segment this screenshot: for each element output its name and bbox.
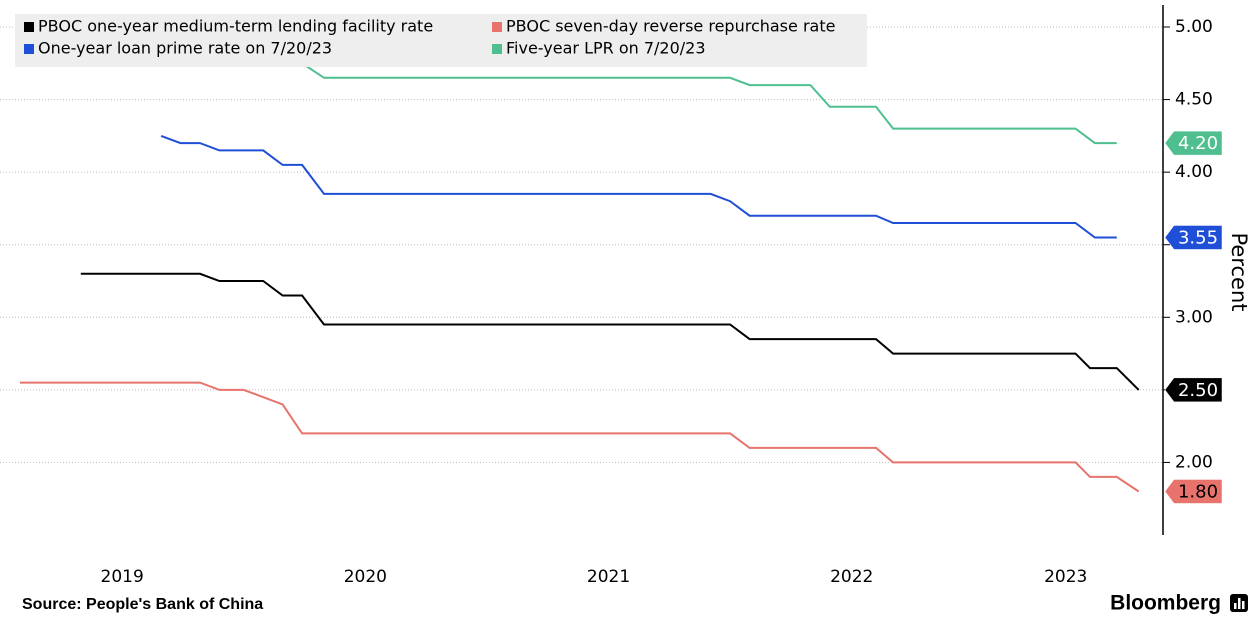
y-tick-label: 5.00	[1175, 17, 1213, 37]
end-label-box	[1164, 377, 1223, 403]
end-label: 4.20	[1178, 133, 1218, 154]
legend-swatch	[492, 44, 502, 54]
x-tick-label: 2023	[1044, 567, 1087, 587]
legend-label: One-year loan prime rate on 7/20/23	[38, 39, 332, 58]
legend-background	[15, 14, 867, 67]
end-label-box	[1164, 130, 1223, 156]
end-label: 1.80	[1178, 481, 1218, 502]
x-tick-label: 2020	[344, 567, 387, 587]
grid	[0, 26, 1163, 463]
plot-area	[20, 47, 1140, 493]
source: Source: People's Bank of China	[22, 596, 263, 613]
y-tick-label: 3.00	[1175, 307, 1213, 327]
legend-label: PBOC one-year medium-term lending facili…	[38, 17, 433, 36]
end-label: 2.50	[1178, 380, 1218, 401]
legend-label: PBOC seven-day reverse repurchase rate	[506, 17, 835, 36]
series-line	[160, 134, 1117, 239]
brand-logo	[1230, 594, 1248, 612]
legend-swatch	[24, 44, 34, 54]
brand: Bloomberg	[1110, 592, 1221, 615]
series-line	[20, 381, 1140, 493]
legend: PBOC one-year medium-term lending facili…	[15, 14, 867, 67]
legend-label: Five-year LPR on 7/20/23	[506, 39, 706, 58]
y-tick-label: 4.50	[1175, 90, 1213, 110]
legend-swatch	[492, 22, 502, 32]
end-label: 3.55	[1178, 227, 1218, 248]
end-label-box	[1164, 225, 1223, 250]
end-labels: 2.50 1.80 3.55 4.20	[1164, 130, 1223, 504]
y-axis-label: Percent	[1227, 232, 1251, 311]
x-tick-label: 2019	[101, 567, 144, 587]
y-axis: 5.004.504.003.503.002.502.00201920202021…	[101, 5, 1213, 587]
x-tick-label: 2022	[830, 567, 873, 587]
series-line	[80, 272, 1140, 391]
y-tick-label: 4.00	[1175, 162, 1213, 182]
x-tick-label: 2021	[587, 567, 630, 587]
legend-swatch	[24, 22, 34, 32]
end-label-box	[1164, 479, 1223, 504]
y-tick-label: 2.00	[1175, 452, 1213, 472]
